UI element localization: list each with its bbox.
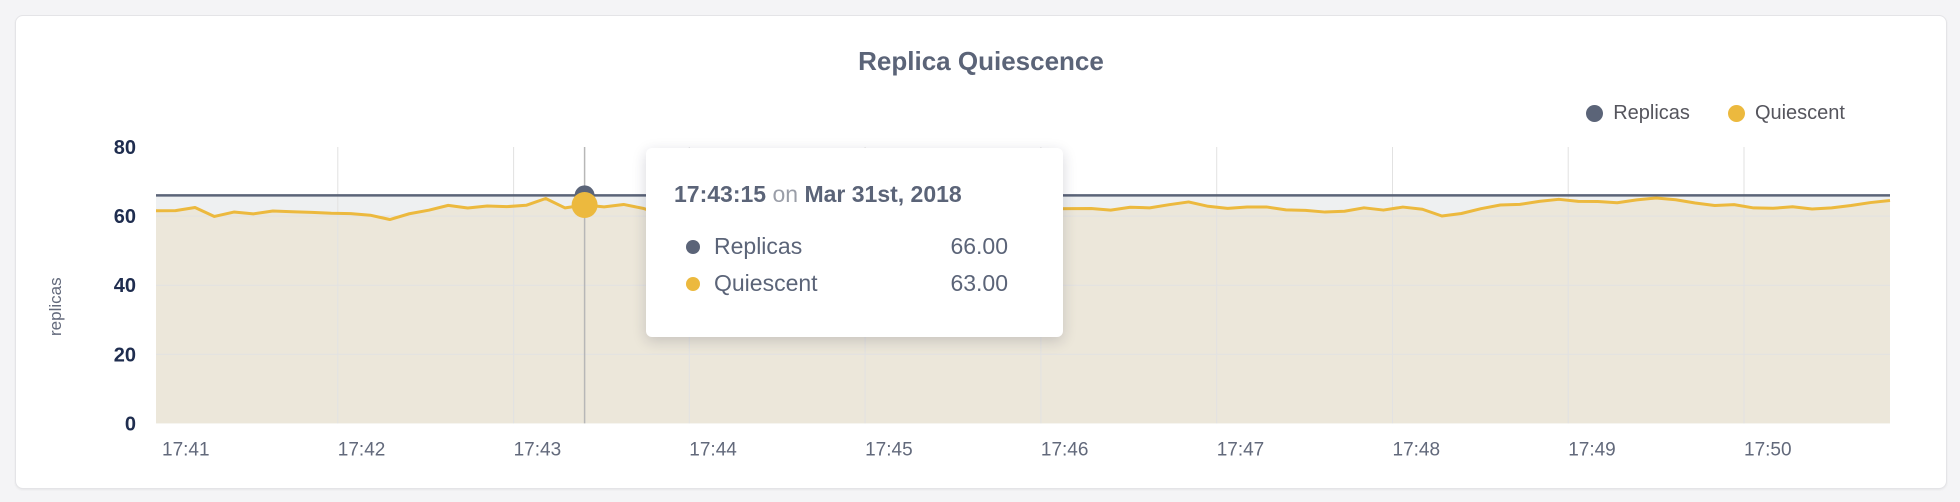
svg-text:80: 80 bbox=[114, 137, 136, 159]
svg-text:17:45: 17:45 bbox=[865, 439, 913, 460]
svg-text:0: 0 bbox=[125, 413, 136, 435]
svg-text:17:43: 17:43 bbox=[514, 439, 562, 460]
svg-text:17:50: 17:50 bbox=[1744, 439, 1792, 460]
svg-text:17:48: 17:48 bbox=[1393, 439, 1441, 460]
svg-text:17:46: 17:46 bbox=[1041, 439, 1089, 460]
svg-text:17:47: 17:47 bbox=[1217, 439, 1265, 460]
svg-text:17:41: 17:41 bbox=[162, 439, 210, 460]
svg-text:17:44: 17:44 bbox=[689, 439, 737, 460]
svg-text:60: 60 bbox=[114, 206, 136, 228]
svg-text:17:42: 17:42 bbox=[338, 439, 386, 460]
svg-text:17:49: 17:49 bbox=[1568, 439, 1616, 460]
svg-text:20: 20 bbox=[114, 344, 136, 366]
svg-text:40: 40 bbox=[114, 275, 136, 297]
